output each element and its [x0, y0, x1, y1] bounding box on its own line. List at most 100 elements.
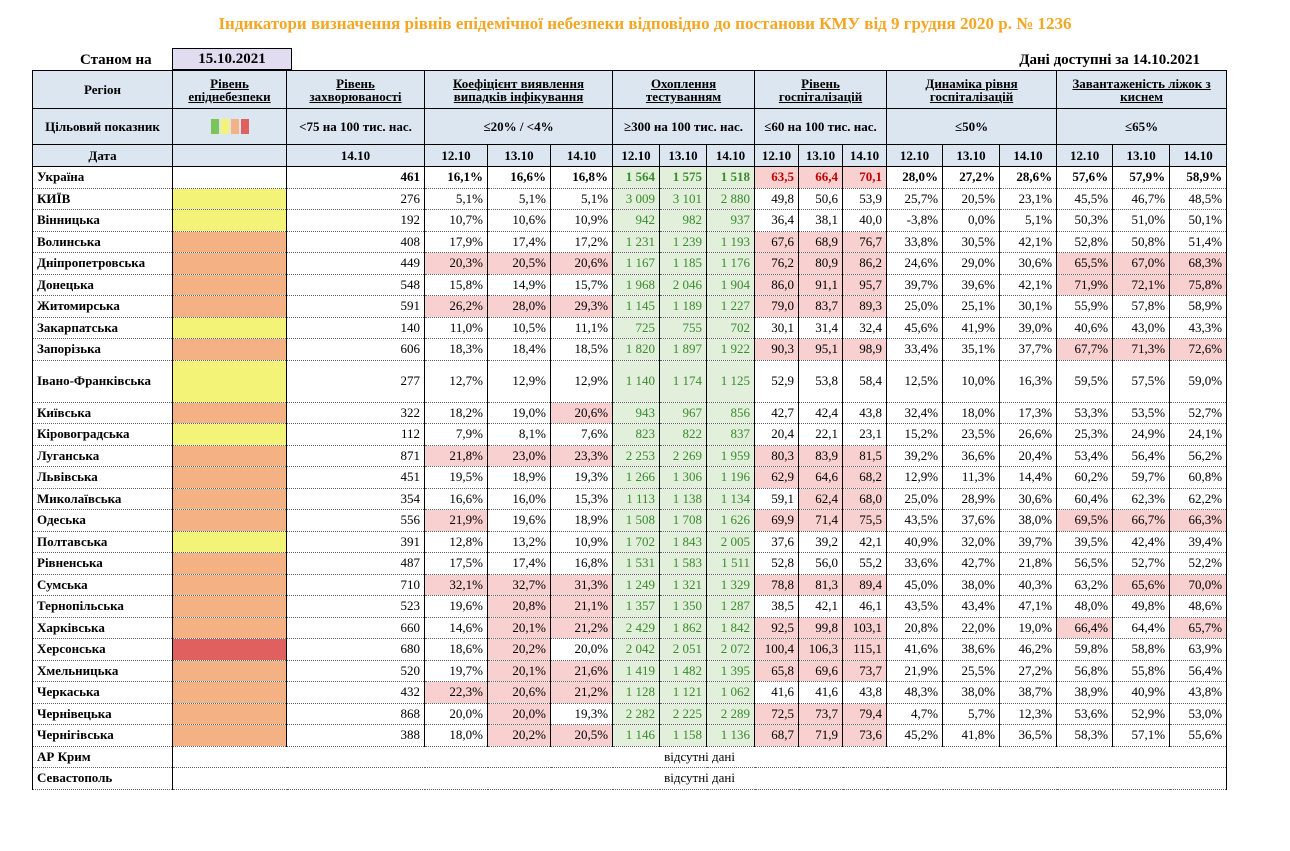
region-name: Луганська	[32, 444, 173, 467]
oxygen-value: 57,9%	[1112, 166, 1171, 189]
oxygen-value: 53,5%	[1112, 401, 1171, 424]
testing-value: 1 193	[706, 230, 756, 253]
dynamics-value: 30,1%	[999, 295, 1058, 318]
testing-value: 2 051	[659, 638, 708, 661]
dynamics-value: 25,5%	[942, 659, 1001, 682]
level-indicator	[172, 187, 287, 210]
testing-value: 1 121	[659, 681, 708, 704]
hosp-value: 40,0	[842, 209, 888, 232]
level-indicator	[172, 702, 287, 725]
oxygen-value: 66,7%	[1112, 509, 1171, 532]
date-oxygen: 13.10	[1112, 144, 1171, 167]
oxygen-value: 56,2%	[1169, 444, 1228, 467]
dynamics-value: 45,2%	[886, 724, 944, 747]
testing-value: 1 306	[659, 466, 708, 489]
testing-value: 1 419	[612, 659, 661, 682]
date-testing: 12.10	[612, 144, 661, 167]
detection-value: 18,5%	[549, 338, 614, 361]
oxygen-value: 50,8%	[1112, 230, 1171, 253]
header-dynamics: Динаміка рівня госпіталізацій	[886, 70, 1058, 109]
header-oxygen: Завантаженість ліжок з киснем	[1056, 70, 1228, 109]
testing-value: 3 101	[659, 187, 708, 210]
dynamics-value: 15,2%	[886, 423, 944, 446]
oxygen-value: 43,0%	[1112, 316, 1171, 339]
hosp-value: 73,7	[798, 702, 844, 725]
oxygen-value: 71,3%	[1112, 338, 1171, 361]
hosp-value: 92,5	[754, 616, 800, 639]
dynamics-value: 41,8%	[942, 724, 1001, 747]
table-row: Чернігівська 388 18,0% 20,2% 20,5% 1 146 1 158…	[32, 724, 1228, 747]
oxygen-value: 72,1%	[1112, 273, 1171, 296]
level-indicator	[172, 230, 287, 253]
testing-value: 1 176	[706, 252, 756, 275]
level-indicator	[172, 252, 287, 275]
header-hosp: Рівень госпіталізацій	[754, 70, 888, 109]
incidence-value: 868	[286, 702, 425, 725]
testing-value: 1 897	[659, 338, 708, 361]
dynamics-value: 26,6%	[999, 423, 1058, 446]
hosp-value: 98,9	[842, 338, 888, 361]
target-testing: ≥300 на 100 тис. нас.	[612, 108, 756, 145]
region-name: Кіровоградська	[32, 423, 173, 446]
detection-value: 20,5%	[549, 724, 614, 747]
hosp-value: 31,4	[798, 316, 844, 339]
dynamics-value: 39,2%	[886, 444, 944, 467]
detection-value: 21,6%	[549, 659, 614, 682]
level-indicator	[172, 487, 287, 510]
detection-value: 32,1%	[424, 573, 488, 596]
hosp-value: 37,6	[754, 530, 800, 553]
testing-value: 1 575	[659, 166, 708, 189]
detection-value: 12,9%	[487, 359, 551, 403]
oxygen-value: 67,0%	[1112, 252, 1171, 275]
oxygen-value: 40,9%	[1112, 681, 1171, 704]
oxygen-value: 58,9%	[1169, 295, 1228, 318]
incidence-value: 322	[286, 401, 425, 424]
level-date-blank	[172, 144, 287, 167]
table-row: Запорізька 606 18,3% 18,4% 18,5% 1 820 1 897 1 …	[32, 338, 1228, 361]
oxygen-value: 57,1%	[1112, 724, 1171, 747]
oxygen-value: 55,9%	[1056, 295, 1114, 318]
oxygen-value: 39,4%	[1169, 530, 1228, 553]
testing-value: 2 072	[706, 638, 756, 661]
date-hosp: 14.10	[842, 144, 888, 167]
hosp-value: 76,2	[754, 252, 800, 275]
oxygen-value: 69,5%	[1056, 509, 1114, 532]
region-name: Одеська	[32, 509, 173, 532]
hosp-value: 90,3	[754, 338, 800, 361]
dynamics-value: 14,4%	[999, 466, 1058, 489]
date-hosp: 12.10	[754, 144, 800, 167]
incidence-value: 354	[286, 487, 425, 510]
oxygen-value: 72,6%	[1169, 338, 1228, 361]
hosp-value: 22,1	[798, 423, 844, 446]
testing-value: 2 042	[612, 638, 661, 661]
testing-value: 1 266	[612, 466, 661, 489]
oxygen-value: 45,5%	[1056, 187, 1114, 210]
level-indicator	[172, 444, 287, 467]
oxygen-value: 50,1%	[1169, 209, 1228, 232]
region-name: Івано-Франківська	[32, 359, 173, 403]
dynamics-value: 12,3%	[999, 702, 1058, 725]
detection-value: 20,3%	[424, 252, 488, 275]
hosp-value: 53,8	[798, 359, 844, 403]
header-level: Рівень епіднебезпеки	[172, 70, 287, 109]
detection-value: 20,6%	[487, 681, 551, 704]
dynamics-value: -3,8%	[886, 209, 944, 232]
date-dynamics: 14.10	[999, 144, 1058, 167]
hosp-value: 89,4	[842, 573, 888, 596]
oxygen-value: 56,4%	[1169, 659, 1228, 682]
date-testing: 14.10	[706, 144, 756, 167]
detection-value: 20,6%	[549, 252, 614, 275]
hosp-value: 100,4	[754, 638, 800, 661]
dynamics-value: 38,6%	[942, 638, 1001, 661]
dynamics-value: 20,4%	[999, 444, 1058, 467]
testing-value: 2 880	[706, 187, 756, 210]
level-indicator	[172, 573, 287, 596]
dynamics-value: 12,5%	[886, 359, 944, 403]
oxygen-value: 59,8%	[1056, 638, 1114, 661]
oxygen-value: 58,9%	[1169, 166, 1228, 189]
testing-value: 967	[659, 401, 708, 424]
hosp-value: 59,1	[754, 487, 800, 510]
dynamics-value: 5,1%	[999, 209, 1058, 232]
hosp-value: 56,0	[798, 552, 844, 575]
detection-value: 17,2%	[549, 230, 614, 253]
